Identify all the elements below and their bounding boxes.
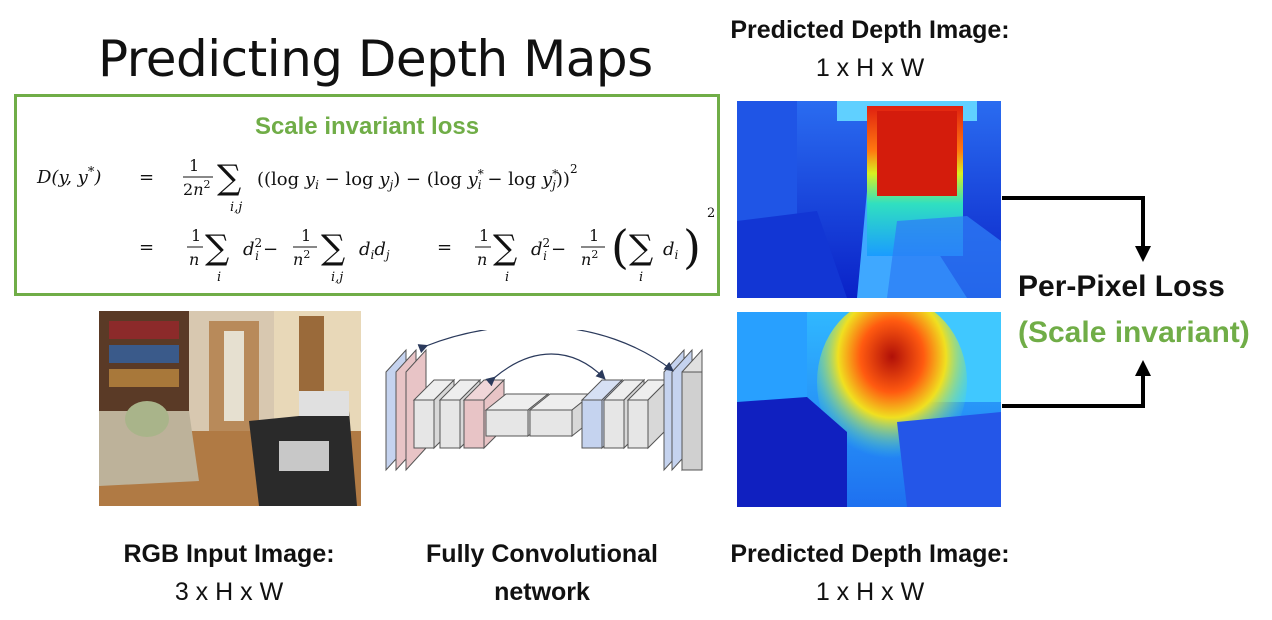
bottom-depth-dims: 1 x H x W: [815, 578, 925, 606]
svg-text:i,j: i,j: [230, 200, 242, 215]
bottom-depth-label: Predicted Depth Image:: [730, 540, 1010, 568]
svg-text:i: i: [505, 270, 509, 285]
top-depth-dims: 1 x H x W: [815, 54, 925, 82]
bottom-depth-image: [737, 312, 1001, 507]
loss-formula: D(y, y*) = 1 2n2 ∑ i,j ((log yi − log yj…: [36, 156, 715, 285]
fcn-diagram: [385, 330, 703, 472]
slide-title: Predicting Depth Maps: [98, 30, 653, 88]
svg-text:(: (: [611, 220, 629, 274]
svg-text:2: 2: [707, 206, 715, 221]
svg-text:1: 1: [191, 226, 201, 245]
svg-text:d2i: d2 i: [243, 236, 262, 263]
per-pixel-loss-label: Per-Pixel Loss: [1018, 270, 1225, 303]
svg-text:n: n: [477, 250, 487, 269]
svg-text:2n2: 2n2: [183, 178, 211, 199]
svg-text:∑: ∑: [217, 158, 241, 198]
skip-connection-inner: [485, 353, 606, 387]
svg-text:n: n: [189, 250, 199, 269]
svg-text:): ): [683, 220, 701, 274]
top-depth-image: [737, 101, 1001, 298]
rgb-input-dims: 3 x H x W: [174, 578, 284, 606]
svg-text:∑: ∑: [493, 228, 517, 268]
svg-text:((log yi − log yj) − (log y*i: ((log yi − log yj) − (log y* i − log y* j)…: [257, 162, 578, 192]
svg-text:=: =: [437, 237, 452, 258]
svg-text:1: 1: [189, 156, 199, 175]
svg-text:di: di: [663, 239, 679, 262]
svg-text:D(y, y*): D(y, y*): [36, 165, 101, 188]
svg-text:∑: ∑: [205, 228, 229, 268]
layer-dec3: [626, 378, 670, 450]
svg-text:i: i: [639, 270, 643, 285]
svg-text:didj: didj: [359, 239, 390, 262]
svg-text:−: −: [551, 239, 566, 260]
svg-text:i,j: i,j: [331, 270, 343, 285]
svg-text:1: 1: [479, 226, 489, 245]
loss-formula-box: Scale invariant loss D(y, y*) = 1 2n2 ∑ …: [14, 94, 720, 296]
svg-text:∑: ∑: [629, 228, 653, 268]
skip-connection-outer: [417, 330, 674, 372]
network-label-line2: network: [494, 578, 590, 606]
svg-text:=: =: [139, 237, 154, 258]
rgb-input-label: RGB Input Image:: [123, 540, 335, 568]
svg-text:1: 1: [589, 226, 599, 245]
scale-invariant-label: (Scale invariant): [1018, 316, 1250, 349]
loss-box-heading: Scale invariant loss: [254, 113, 480, 140]
arrow-down-icon: [1135, 246, 1151, 262]
top-depth-label: Predicted Depth Image:: [730, 16, 1010, 44]
svg-text:∑: ∑: [321, 228, 345, 268]
svg-text:d2i: d2 i: [531, 236, 550, 263]
loss-arrows: [1002, 196, 1151, 408]
svg-text:n2: n2: [581, 248, 598, 269]
svg-text:−: −: [263, 239, 278, 260]
arrow-up-icon: [1135, 360, 1151, 376]
network-label-line1: Fully Convolutional: [426, 540, 658, 568]
rgb-input-image: [99, 311, 361, 506]
svg-text:1: 1: [301, 226, 311, 245]
svg-text:i: i: [217, 270, 221, 285]
svg-text:=: =: [139, 167, 154, 188]
svg-text:n2: n2: [293, 248, 310, 269]
layer-output: [663, 348, 703, 472]
